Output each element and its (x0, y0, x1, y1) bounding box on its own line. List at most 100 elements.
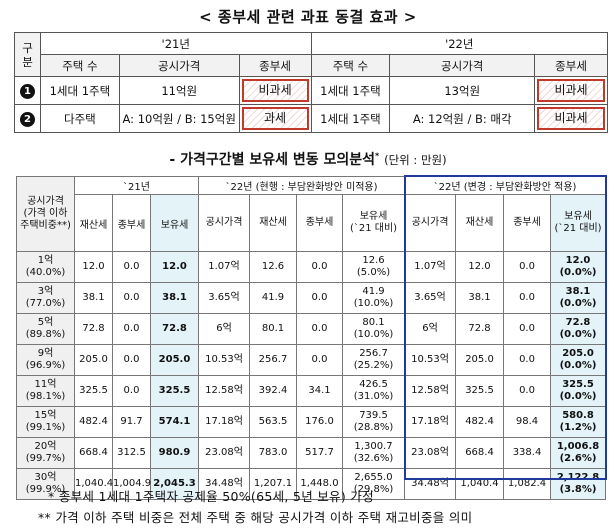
value-22b-2: 0.0 (503, 282, 552, 314)
table-row: 9억 (96.9%) 205.0 0.0 205.0 10.53억 256.7 0.0 256… (16, 344, 607, 376)
value-22b-0: 17.18억 (404, 406, 457, 438)
case-number-cell: 1 (14, 76, 41, 105)
value-22a-1: 783.0 (249, 437, 297, 469)
value-21-2: 72.8 (150, 313, 199, 345)
col-22b-1: 재산세 (455, 194, 505, 252)
value-22b-2: 98.4 (503, 406, 552, 438)
value-21-0: 205.0 (74, 344, 113, 376)
col-22a-1: 재산세 (249, 194, 297, 252)
value-22b-2: 1,082.4 (503, 468, 552, 500)
value-21-2: 574.1 (150, 406, 199, 438)
value-22b-3: 580.8 (1.2%) (550, 406, 607, 438)
value-22b-1: 325.5 (455, 375, 505, 407)
tax-status-box: 과세 (241, 107, 309, 130)
value-22b-1: 12.0 (455, 251, 505, 283)
case-row: 2 다주택 A: 10억원 / B: 15억원 과세 1세대 1주택 A: 12억원 / … (14, 104, 608, 133)
value-21-1: 91.7 (112, 406, 151, 438)
value-21-2: 12.0 (150, 251, 199, 283)
value-22b-2: 0.0 (503, 375, 552, 407)
value-22a-2: 34.1 (296, 375, 343, 407)
value-21-0: 1,040.4 (74, 468, 113, 500)
footnote-1: * 종부세 1세대 1주택자 공제율 50%(65세, 5년 보유) 가정 (48, 489, 374, 504)
price-tier-label: 30억 (99.9%) (16, 468, 75, 500)
value-22b-0: 1.07억 (404, 251, 457, 283)
value-22a-0: 10.53억 (198, 344, 250, 376)
value-22a-3: 256.7 (25.2%) (341, 344, 406, 376)
value-22a-0: 1.07억 (198, 251, 250, 283)
gubun-header: 구 분 (14, 32, 41, 77)
case-row: 1 1세대 1주택 11억원 비과세 1세대 1주택 13억원 비과세 (14, 76, 608, 105)
tax-status-box: 비과세 (537, 79, 605, 102)
value-22a-1: 12.6 (249, 251, 297, 283)
value-22a-3: 426.5 (31.0%) (341, 375, 406, 407)
year-22-header: '22년 (310, 32, 608, 55)
year-21-header: '21년 (39, 32, 312, 55)
price-column-header: 공시가격 (가격 이하 주택비중**) (16, 176, 75, 252)
col-22b-3: 보유세 (`21 대비) (550, 194, 607, 252)
house-count-cell: 1세대 1주택 (310, 104, 391, 133)
col-21-0: 재산세 (74, 194, 113, 252)
value-21-1: 1,004.9 (112, 468, 151, 500)
price-tier-label: 15억 (99.1%) (16, 406, 75, 438)
price-tier-label: 20억 (99.7%) (16, 437, 75, 469)
house-count-cell: 다주택 (39, 104, 120, 133)
section-title-2-main: - 가격구간별 보유세 변동 모의분석 (169, 152, 376, 168)
col-21-1: 종부세 (112, 194, 151, 252)
value-22a-0: 23.08억 (198, 437, 250, 469)
col-header-22-1: 공시가격 (389, 54, 536, 77)
value-21-2: 38.1 (150, 282, 199, 314)
value-22a-3: 80.1 (10.0%) (341, 313, 406, 345)
comparison-table: 구 분 '21년 '22년 주택 수 공시가격 종부세 주택 수 공시가격 종부세 1 1세… (14, 32, 608, 133)
value-22a-3: 1,300.7 (32.6%) (341, 437, 406, 469)
col-header-21-0: 주택 수 (39, 54, 120, 77)
table-row: 5억 (89.8%) 72.8 0.0 72.8 6억 80.1 0.0 80.1 (10.0… (16, 313, 607, 345)
price-cell: 13억원 (389, 76, 536, 105)
case-number-badge: 2 (19, 111, 35, 127)
value-22a-2: 0.0 (296, 251, 343, 283)
table-row: 20억 (99.7%) 668.4 312.5 980.9 23.08억 783.0 517… (16, 437, 607, 469)
table-row: 3억 (77.0%) 38.1 0.0 38.1 3.65억 41.9 0.0 41.9 (1… (16, 282, 607, 314)
value-22b-0: 12.58억 (404, 375, 457, 407)
value-22b-0: 6억 (404, 313, 457, 345)
value-22b-1: 482.4 (455, 406, 505, 438)
col-header-22-0: 주택 수 (310, 54, 391, 77)
price-cell: A: 12억원 / B: 매각 (389, 104, 536, 133)
tax-status-cell: 비과세 (238, 76, 312, 105)
value-22b-3: 1,006.8 (2.6%) (550, 437, 607, 469)
table-row: 30억 (99.9%) 1,040.4 1,004.9 2,045.3 34.48억 1,… (16, 468, 607, 500)
value-22b-2: 0.0 (503, 313, 552, 345)
value-22a-1: 563.5 (249, 406, 297, 438)
value-22b-0: 23.08억 (404, 437, 457, 469)
house-count-cell: 1세대 1주택 (39, 76, 120, 105)
value-21-2: 325.5 (150, 375, 199, 407)
value-22a-2: 0.0 (296, 282, 343, 314)
value-22b-1: 38.1 (455, 282, 505, 314)
value-21-1: 0.0 (112, 344, 151, 376)
value-22a-0: 6억 (198, 313, 250, 345)
value-22a-1: 256.7 (249, 344, 297, 376)
value-22b-1: 205.0 (455, 344, 505, 376)
value-22a-2: 176.0 (296, 406, 343, 438)
value-22a-1: 392.4 (249, 375, 297, 407)
value-22a-3: 12.6 (5.0%) (341, 251, 406, 283)
col-22b-2: 종부세 (503, 194, 552, 252)
value-21-1: 0.0 (112, 282, 151, 314)
value-22b-0: 34.48억 (404, 468, 457, 500)
group-22-changed-header: `22년 (변경 : 부담완화방안 적용) (404, 176, 607, 195)
value-21-0: 12.0 (74, 251, 113, 283)
value-21-1: 0.0 (112, 375, 151, 407)
table-row: 1억 (40.0%) 12.0 0.0 12.0 1.07억 12.6 0.0 12.6 (5… (16, 251, 607, 283)
tax-status-cell: 비과세 (534, 76, 608, 105)
value-21-2: 2,045.3 (150, 468, 199, 500)
price-tier-label: 5억 (89.8%) (16, 313, 75, 345)
value-22a-3: 739.5 (28.8%) (341, 406, 406, 438)
table-row: 11억 (98.1%) 325.5 0.0 325.5 12.58억 392.4 34.1 4… (16, 375, 607, 407)
case-number-badge: 1 (19, 83, 35, 99)
col-22a-0: 공시가격 (198, 194, 250, 252)
value-22a-1: 80.1 (249, 313, 297, 345)
price-tier-label: 11억 (98.1%) (16, 375, 75, 407)
value-21-0: 38.1 (74, 282, 113, 314)
value-22b-2: 0.0 (503, 251, 552, 283)
group-21-header: `21년 (74, 176, 199, 195)
value-21-0: 72.8 (74, 313, 113, 345)
